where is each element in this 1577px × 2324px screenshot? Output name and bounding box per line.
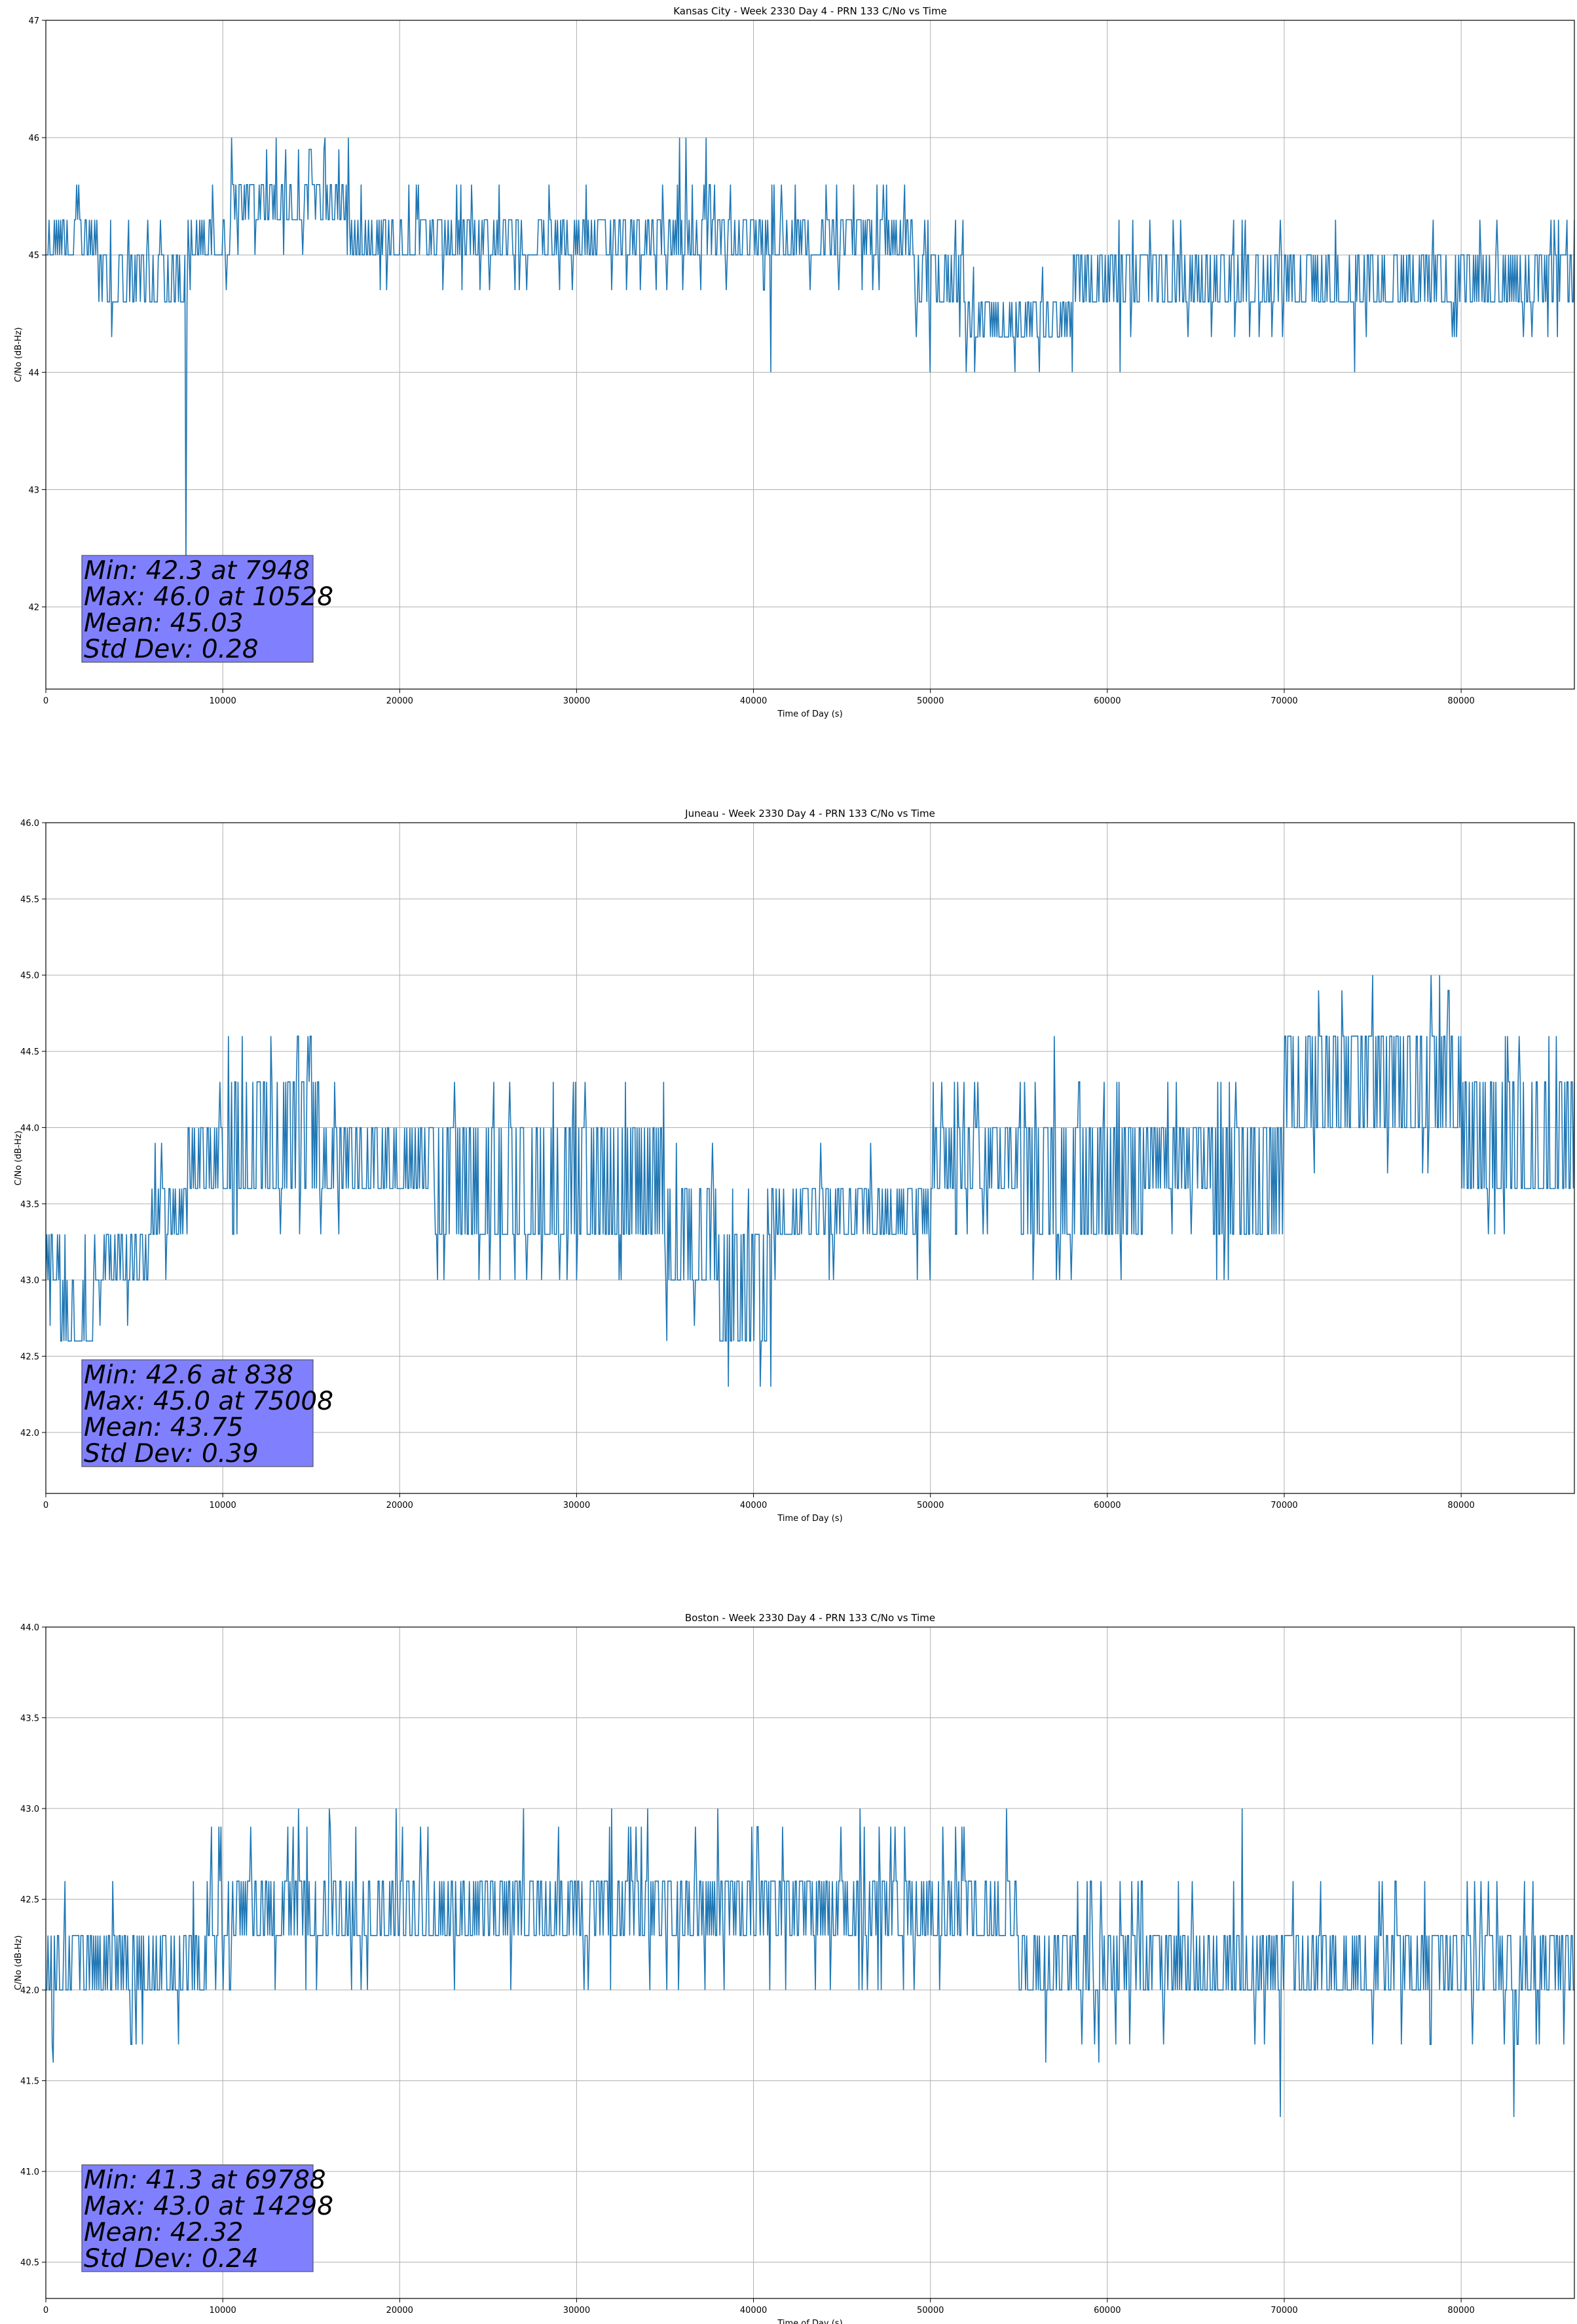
stats-line: Max: 45.0 at 75008 [84, 1387, 333, 1416]
stats-line: Std Dev: 0.28 [84, 635, 259, 664]
x-tick-label: 60000 [1094, 1501, 1121, 1510]
series-line [46, 1808, 1574, 2118]
x-tick-label: 40000 [740, 1501, 767, 1510]
y-tick-label: 42.5 [20, 1353, 39, 1362]
stats-box [81, 555, 314, 663]
x-tick-label: 40000 [740, 696, 767, 706]
stats-line: Max: 46.0 at 10528 [84, 582, 333, 612]
x-tick-label: 70000 [1271, 1501, 1297, 1510]
stats-line: Std Dev: 0.24 [84, 2244, 259, 2274]
x-tick-label: 0 [43, 1501, 48, 1510]
chart-title: Juneau - Week 2330 Day 4 - PRN 133 C/No … [684, 808, 935, 819]
x-tick-label: 50000 [917, 696, 944, 706]
stats-line: Min: 41.3 at 69788 [84, 2165, 326, 2195]
x-tick-label: 20000 [386, 2306, 413, 2315]
stats-line: Mean: 43.75 [84, 1413, 243, 1442]
x-axis-label: Time of Day (s) [777, 2319, 842, 2324]
y-axis-label: C/No (dB-Hz) [14, 328, 24, 383]
stats-line: Max: 43.0 at 14298 [84, 2192, 333, 2221]
y-tick-label: 42.5 [20, 1896, 39, 1905]
series-line [46, 975, 1574, 1387]
chart-panel: 0 10000 20000 30000 40000 50000 60000 70000 8000… [14, 808, 1575, 1524]
y-tick-label: 44.5 [20, 1047, 39, 1057]
stats-line: Mean: 42.32 [84, 2218, 243, 2247]
axes-frame [45, 1626, 1575, 2299]
x-tick-label: 80000 [1447, 696, 1474, 706]
y-tick-label: 45 [28, 251, 39, 261]
x-tick-label: 70000 [1271, 696, 1297, 706]
x-axis-label: Time of Day (s) [777, 1514, 842, 1524]
x-tick-label: 50000 [917, 1501, 944, 1510]
chart-panel: 0 10000 20000 30000 40000 50000 60000 70000 8000… [14, 5, 1575, 719]
x-tick-label: 30000 [563, 1501, 590, 1510]
y-axis-label: C/No (dB-Hz) [14, 1131, 24, 1186]
y-tick-label: 41.5 [20, 2077, 39, 2087]
y-tick-label: 44.0 [20, 1623, 39, 1633]
stats-line: Min: 42.3 at 7948 [84, 556, 310, 586]
series-line [46, 138, 1574, 572]
x-tick-label: 60000 [1094, 2306, 1121, 2315]
y-tick-label: 43.0 [20, 1276, 39, 1286]
y-tick-label: 45.0 [20, 971, 39, 981]
y-tick-label: 44.0 [20, 1123, 39, 1133]
stats-box [81, 1359, 314, 1467]
x-tick-label: 20000 [386, 1501, 413, 1510]
x-tick-label: 0 [43, 696, 48, 706]
y-tick-label: 44 [28, 368, 39, 378]
x-tick-label: 10000 [209, 1501, 236, 1510]
x-tick-label: 80000 [1447, 1501, 1474, 1510]
x-tick-label: 10000 [209, 2306, 236, 2315]
y-tick-label: 43.5 [20, 1200, 39, 1210]
axes-frame [45, 822, 1575, 1494]
stats-line: Std Dev: 0.39 [84, 1439, 259, 1469]
y-tick-label: 43 [28, 485, 39, 495]
y-axis-label: C/No (dB-Hz) [14, 1936, 24, 1991]
stats-box [81, 2164, 314, 2272]
y-tick-label: 42 [28, 603, 39, 613]
x-tick-label: 0 [43, 2306, 48, 2315]
stats-line: Mean: 45.03 [84, 609, 243, 638]
y-tick-label: 46.0 [20, 819, 39, 829]
x-tick-label: 30000 [563, 2306, 590, 2315]
y-tick-label: 43.5 [20, 1714, 39, 1724]
y-tick-label: 43.0 [20, 1805, 39, 1814]
y-tick-label: 40.5 [20, 2258, 39, 2268]
y-tick-label: 42.0 [20, 1429, 39, 1438]
y-tick-label: 47 [28, 16, 39, 26]
x-tick-label: 80000 [1447, 2306, 1474, 2315]
chart-panel: 0 10000 20000 30000 40000 50000 60000 70000 8000… [14, 1612, 1575, 2324]
y-tick-label: 42.0 [20, 1986, 39, 1996]
y-tick-label: 46 [28, 134, 39, 143]
x-tick-label: 10000 [209, 696, 236, 706]
x-tick-label: 40000 [740, 2306, 767, 2315]
chart-title: Boston - Week 2330 Day 4 - PRN 133 C/No … [685, 1612, 935, 1624]
stats-line: Min: 42.6 at 838 [84, 1360, 293, 1390]
x-tick-label: 60000 [1094, 696, 1121, 706]
x-tick-label: 30000 [563, 696, 590, 706]
y-tick-label: 45.5 [20, 895, 39, 905]
x-tick-label: 70000 [1271, 2306, 1297, 2315]
y-tick-label: 41.0 [20, 2167, 39, 2177]
x-axis-label: Time of Day (s) [777, 709, 842, 719]
x-tick-label: 50000 [917, 2306, 944, 2315]
chart-title: Kansas City - Week 2330 Day 4 - PRN 133 … [673, 5, 947, 17]
axes-frame [45, 20, 1575, 690]
x-tick-label: 20000 [386, 696, 413, 706]
